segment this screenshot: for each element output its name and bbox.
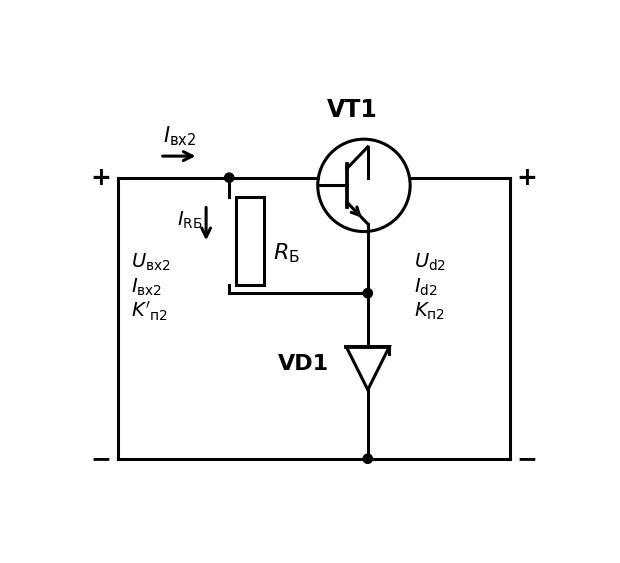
Text: $I_{\rm d2}$: $I_{\rm d2}$: [414, 276, 438, 298]
Circle shape: [363, 289, 373, 298]
Bar: [236, 197, 264, 285]
Text: +: +: [516, 166, 538, 190]
Text: $U_{\rm вх2}$: $U_{\rm вх2}$: [131, 252, 171, 273]
Text: $I_{\rm RБ}$: $I_{\rm RБ}$: [177, 209, 202, 231]
Text: $K_{\rm п2}$: $K_{\rm п2}$: [414, 301, 445, 322]
Text: $U_{\rm d2}$: $U_{\rm d2}$: [414, 252, 446, 273]
Text: +: +: [91, 166, 112, 190]
Text: VD1: VD1: [278, 354, 329, 374]
Text: $I_{\rm вх2}$: $I_{\rm вх2}$: [162, 125, 196, 149]
Text: $I_{\rm вх2}$: $I_{\rm вх2}$: [131, 276, 162, 298]
Text: $K'_{\rm п2}$: $K'_{\rm п2}$: [131, 300, 168, 323]
Text: $R_{\rm Б}$: $R_{\rm Б}$: [273, 241, 300, 265]
Text: −: −: [516, 446, 538, 471]
Circle shape: [224, 173, 234, 182]
Text: −: −: [91, 446, 112, 471]
Circle shape: [363, 454, 373, 463]
Text: VT1: VT1: [327, 98, 378, 122]
